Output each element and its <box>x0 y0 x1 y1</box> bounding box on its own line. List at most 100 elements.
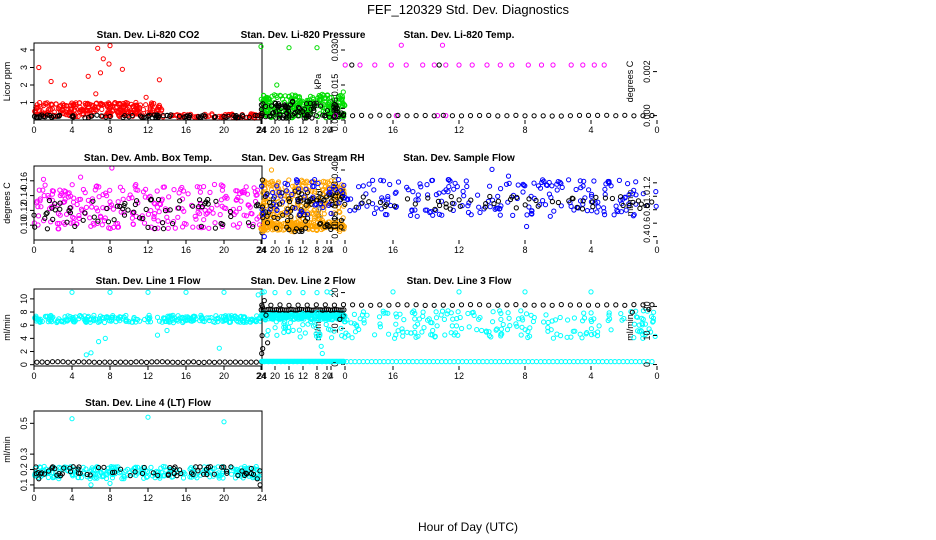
data-point <box>626 192 632 198</box>
data-point <box>107 469 113 475</box>
data-point <box>68 107 75 113</box>
data-point <box>289 92 295 98</box>
data-point <box>488 359 494 365</box>
data-point <box>513 359 519 365</box>
data-point <box>382 211 389 218</box>
data-point <box>271 92 277 98</box>
y-tick-label: 1.2 <box>642 177 652 190</box>
data-point <box>373 205 379 211</box>
data-point <box>260 307 266 313</box>
data-point <box>617 197 623 203</box>
data-point <box>45 192 51 199</box>
data-point <box>259 358 265 364</box>
data-point <box>554 187 560 193</box>
data-point <box>403 62 409 68</box>
data-point <box>303 186 309 192</box>
data-point <box>235 467 241 473</box>
data-point <box>60 199 66 205</box>
data-point <box>302 313 308 319</box>
data-point <box>320 204 326 211</box>
data-point <box>300 290 306 296</box>
data-point <box>430 359 436 365</box>
data-point <box>449 113 455 119</box>
data-point <box>264 192 270 198</box>
data-point <box>170 112 176 119</box>
x-tick-label: 20 <box>322 245 332 255</box>
x-tick-label: 8 <box>522 245 527 255</box>
data-point <box>380 178 387 184</box>
data-point <box>585 112 592 119</box>
data-point <box>295 113 301 119</box>
data-point <box>506 315 512 321</box>
data-point <box>237 221 243 227</box>
data-point <box>102 359 108 365</box>
data-point <box>433 315 440 321</box>
data-point <box>35 104 41 110</box>
data-point <box>87 472 93 478</box>
data-point <box>300 183 306 189</box>
data-point <box>417 181 423 187</box>
data-point <box>566 198 572 204</box>
x-tick-label: 20 <box>322 371 332 381</box>
data-point <box>608 327 614 333</box>
data-point <box>595 359 602 365</box>
data-point <box>526 196 532 202</box>
data-point <box>451 186 457 192</box>
data-point <box>309 179 315 185</box>
data-point <box>340 190 346 196</box>
data-point <box>613 113 619 119</box>
data-point <box>46 468 52 474</box>
data-point <box>49 191 56 197</box>
data-point <box>453 323 460 329</box>
data-point <box>430 212 436 218</box>
data-point <box>264 227 270 233</box>
data-point <box>440 302 446 308</box>
data-point <box>439 359 445 365</box>
data-point <box>498 333 504 339</box>
data-point <box>477 209 483 216</box>
data-point <box>264 332 270 338</box>
data-point <box>154 106 160 112</box>
data-point <box>118 108 124 114</box>
data-point <box>288 214 294 220</box>
data-point <box>238 198 244 204</box>
data-point <box>425 317 431 323</box>
data-point <box>580 62 586 68</box>
panel-ylabel: ml/min <box>313 314 323 341</box>
data-point <box>366 199 372 205</box>
data-point <box>438 198 445 204</box>
data-point <box>96 465 102 471</box>
y-tick-label: 0.40 <box>330 161 340 179</box>
data-point <box>277 222 283 228</box>
data-point <box>206 315 212 321</box>
data-point <box>368 113 374 119</box>
data-point <box>46 197 53 204</box>
data-point <box>268 203 274 209</box>
x-tick-label: 20 <box>322 125 332 135</box>
data-point <box>164 327 170 334</box>
data-point <box>400 333 406 339</box>
data-point <box>265 340 271 346</box>
data-point <box>275 101 282 107</box>
data-point <box>248 465 254 472</box>
data-point <box>266 102 272 109</box>
data-point <box>439 42 446 48</box>
data-point <box>387 181 393 188</box>
data-point <box>449 323 455 329</box>
data-point <box>625 181 631 187</box>
data-point <box>133 319 139 325</box>
data-point <box>441 316 447 322</box>
data-point <box>201 359 207 365</box>
data-point <box>411 308 417 314</box>
data-point <box>360 194 366 200</box>
x-tick-label: 8 <box>107 125 112 135</box>
data-point <box>69 289 75 295</box>
data-point <box>47 206 53 212</box>
data-point <box>172 225 178 231</box>
x-tick-label: 0 <box>342 125 347 135</box>
data-point <box>588 289 594 295</box>
panel-title: Stan. Dev. Gas Stream RH <box>241 153 364 164</box>
data-point <box>139 470 146 477</box>
data-point <box>167 465 173 471</box>
